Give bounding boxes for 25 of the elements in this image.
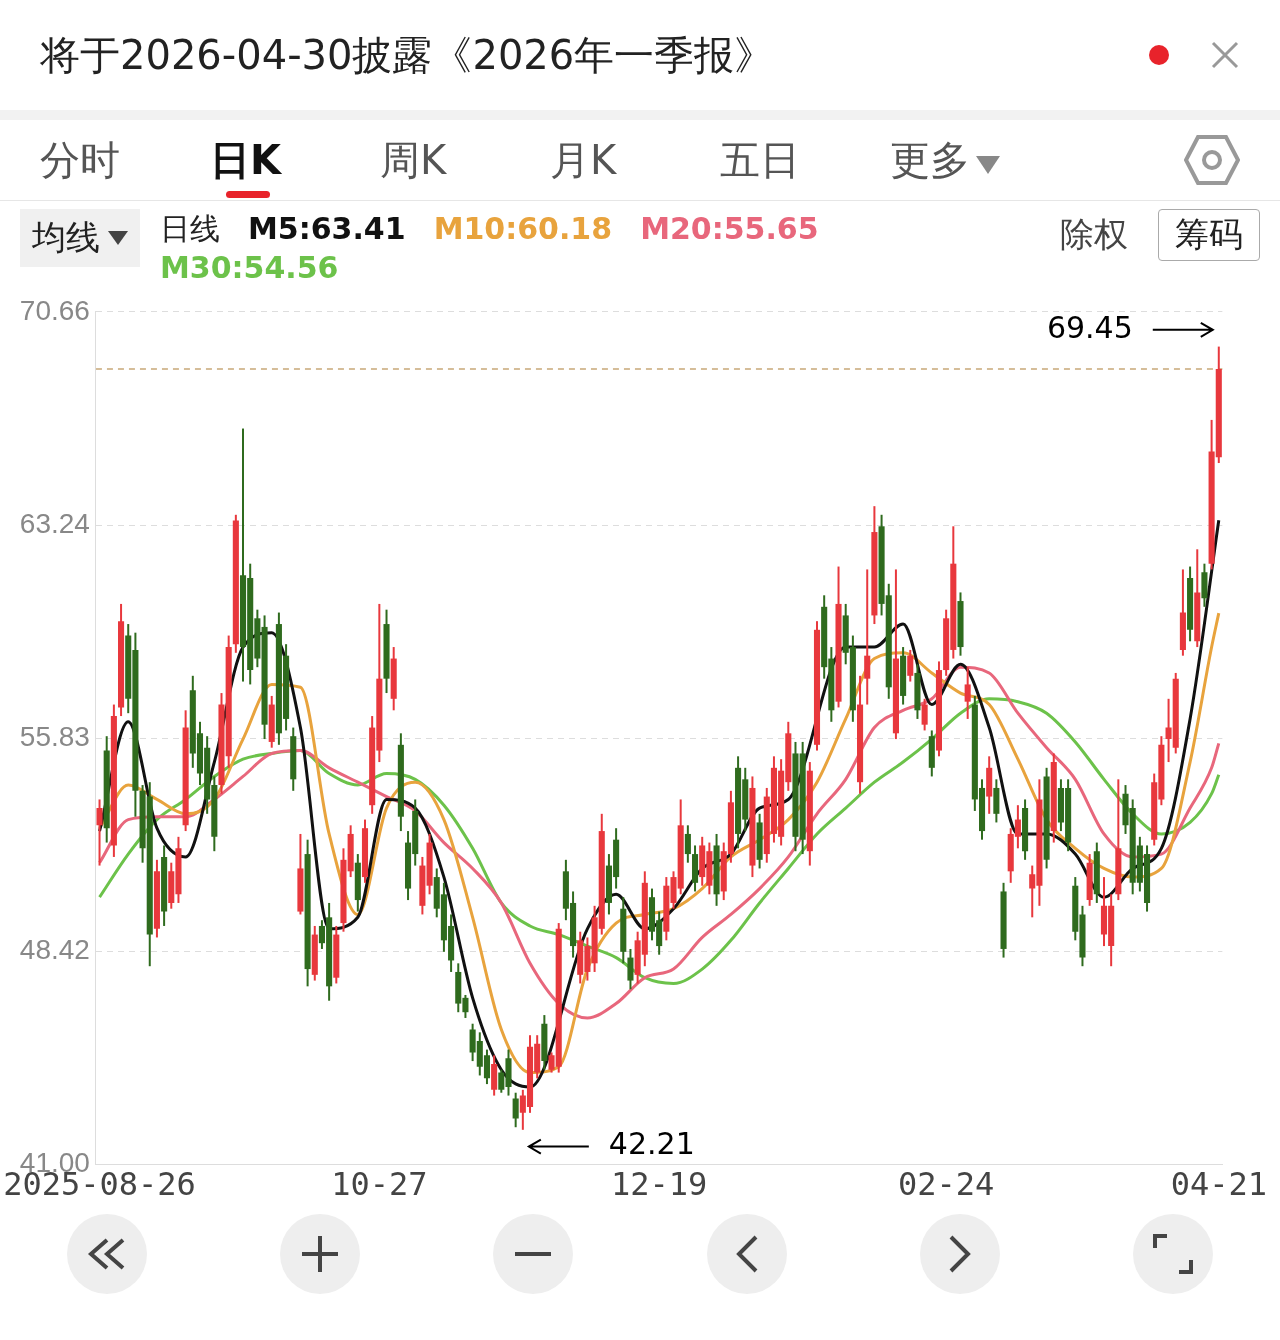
text: 除权: [1060, 213, 1128, 256]
text: 日K: [210, 135, 283, 185]
annotation: 42.21: [608, 1126, 695, 1162]
text: 分时: [40, 135, 121, 185]
x-tick-label: 10-27: [331, 1165, 428, 1204]
y-tick-label: 48.42: [19, 933, 90, 965]
chart-title: 将于2026-04-30披露《2026年一季报》: [40, 30, 776, 80]
x-tick-label: 02-24: [897, 1165, 995, 1204]
text: M30:54.56: [160, 250, 339, 285]
y-tick-label: 55.83: [19, 720, 90, 752]
x-tick-label: 12-19: [610, 1165, 708, 1204]
legend-title: 日线: [160, 210, 220, 248]
x-tick-label: 04-21: [1170, 1165, 1267, 1204]
annotation: 69.45: [1046, 309, 1133, 345]
text: 周K: [380, 135, 448, 185]
text: 筹码: [1158, 209, 1260, 261]
y-tick-label: 70.66: [19, 294, 90, 326]
text: 五日: [720, 135, 801, 185]
text: 月K: [550, 135, 618, 185]
text: M5:63.41: [248, 211, 406, 246]
text: 更多: [890, 135, 971, 185]
text: M10:60.18: [433, 211, 613, 246]
text: M20:55.65: [640, 211, 819, 246]
y-tick-label: 63.24: [19, 507, 90, 539]
text: 均线: [20, 209, 140, 267]
